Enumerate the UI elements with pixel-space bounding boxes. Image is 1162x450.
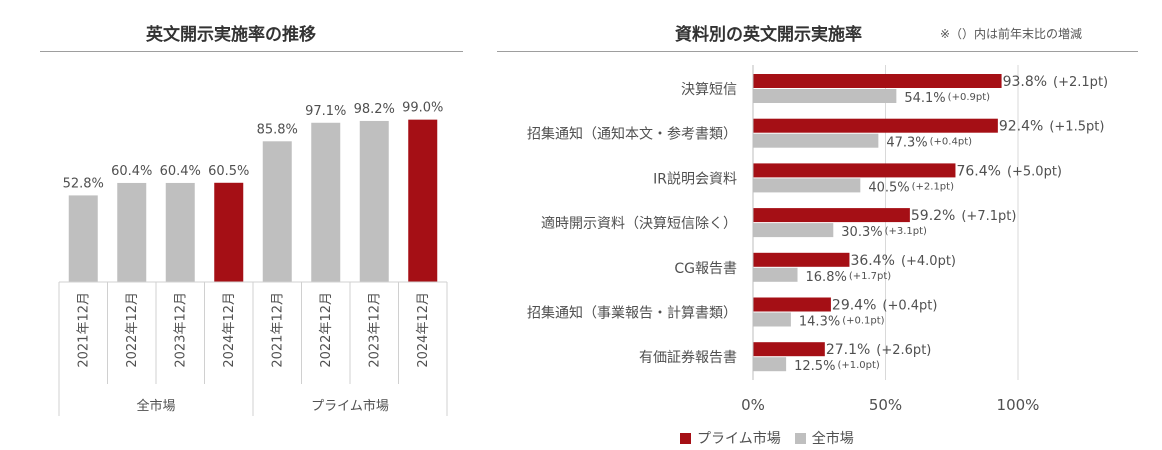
right-bar-prime-1 [753,118,998,133]
left-bar-4 [262,141,292,282]
right-category-label-4: CG報告書 [674,261,737,277]
left-category-label-4: 2021年12月 [270,292,285,368]
right-bar-all-5 [753,312,791,327]
left-bar-value-label-3: 60.5% [208,164,249,179]
left-bar-value-label-4: 85.8% [257,122,298,137]
left-bar-2 [165,182,195,282]
right-bar-prime-label-2: 76.4% [956,163,1000,179]
right-bar-all-label-3: 30.3% [841,225,882,240]
left-group-label-1: プライム市場 [311,398,389,414]
legend-swatch-all [794,432,806,444]
right-x-tick-label-0: 0% [741,396,765,414]
left-bar-7 [408,119,438,282]
left-bar-value-label-1: 60.4% [111,164,152,179]
legend-swatch-prime [680,432,691,444]
right-bar-prime-change-3: (+7.1pt) [961,209,1016,224]
right-bar-prime-change-5: (+0.4pt) [882,299,937,314]
legend: プライム市場 全市場 [680,428,854,448]
right-bar-all-label-4: 16.8% [806,270,847,285]
right-bar-all-2 [753,178,861,193]
right-bar-all-change-5: (+0.1pt) [842,316,884,327]
right-bar-all-change-4: (+1.7pt) [849,271,891,282]
right-category-label-2: IR説明会資料 [653,171,737,187]
right-bar-prime-4 [753,252,850,267]
left-bar-3 [214,182,244,282]
legend-label-all: 全市場 [811,431,854,447]
right-title-rule [497,51,1138,52]
left-bar-value-label-2: 60.4% [160,164,201,179]
right-bar-prime-label-6: 27.1% [826,342,870,358]
left-bar-5 [311,122,341,282]
right-bar-all-4 [753,267,798,282]
right-bar-all-label-0: 54.1% [904,91,945,106]
left-bar-6 [359,120,389,283]
right-bar-prime-0 [753,74,1002,88]
left-bar-value-label-7: 99.0% [402,101,443,116]
right-bar-all-1 [753,133,879,148]
right-category-label-5: 招集通知（事業報告・計算書類） [527,305,737,322]
left-category-label-3: 2024年12月 [222,292,237,368]
left-bar-value-label-0: 52.8% [63,176,104,191]
right-bar-all-change-6: (+1.0pt) [837,360,879,371]
left-group-label-0: 全市場 [136,398,175,414]
right-bar-prime-change-2: (+5.0pt) [1007,164,1062,179]
right-category-label-1: 招集通知（通知本文・参考書類） [527,126,737,143]
right-bar-prime-change-1: (+1.5pt) [1049,120,1104,135]
right-chart-title: 資料別の英文開示実施率 [675,25,862,45]
right-bar-all-change-2: (+2.1pt) [912,181,954,192]
right-bar-all-label-5: 14.3% [799,315,840,330]
right-bar-all-change-1: (+0.4pt) [930,137,972,148]
legend-label-prime: プライム市場 [697,431,781,447]
right-bar-all-label-2: 40.5% [868,180,909,195]
right-bar-prime-5 [753,297,831,312]
right-bar-all-change-0: (+0.9pt) [948,92,990,103]
left-bar-value-label-5: 97.1% [305,104,346,119]
left-bar-1 [117,182,147,282]
right-bar-all-change-3: (+3.1pt) [885,226,927,237]
right-bar-prime-label-0: 93.8% [1003,74,1047,90]
right-category-label-6: 有価証券報告書 [639,350,737,366]
left-category-label-0: 2021年12月 [76,292,91,368]
left-category-label-2: 2023年12月 [173,292,188,368]
right-x-tick-label-2: 100% [997,396,1040,414]
left-title-rule [40,51,463,52]
right-bar-all-0 [753,89,897,103]
right-bar-prime-label-4: 36.4% [850,253,894,269]
right-category-label-3: 適時開示資料（決算短信除く） [541,215,737,232]
right-bar-prime-label-3: 59.2% [911,208,955,224]
right-bar-prime-change-0: (+2.1pt) [1053,75,1108,90]
right-bar-prime-change-4: (+4.0pt) [901,254,956,269]
right-bar-prime-label-1: 92.4% [999,119,1043,135]
left-category-label-6: 2023年12月 [367,292,382,368]
right-bar-prime-6 [753,342,825,357]
left-chart-title: 英文開示実施率の推移 [146,25,316,45]
right-category-label-0: 決算短信 [681,82,737,98]
right-bar-prime-2 [753,163,956,178]
left-category-label-1: 2022年12月 [125,292,140,368]
left-category-label-7: 2024年12月 [416,292,431,368]
left-bar-value-label-6: 98.2% [354,102,395,117]
right-bar-prime-change-6: (+2.6pt) [876,343,931,358]
left-bar-0 [68,195,98,282]
left-category-label-5: 2022年12月 [319,292,334,368]
right-bar-all-3 [753,223,834,238]
right-bar-prime-label-5: 29.4% [832,298,876,314]
right-bar-all-label-6: 12.5% [794,359,835,374]
right-chart-note: ※（）内は前年末比の増減 [940,27,1083,41]
right-bar-all-label-1: 47.3% [886,136,927,151]
right-bar-prime-3 [753,208,910,223]
right-bar-all-6 [753,357,787,372]
right-x-tick-label-1: 50% [869,396,902,414]
